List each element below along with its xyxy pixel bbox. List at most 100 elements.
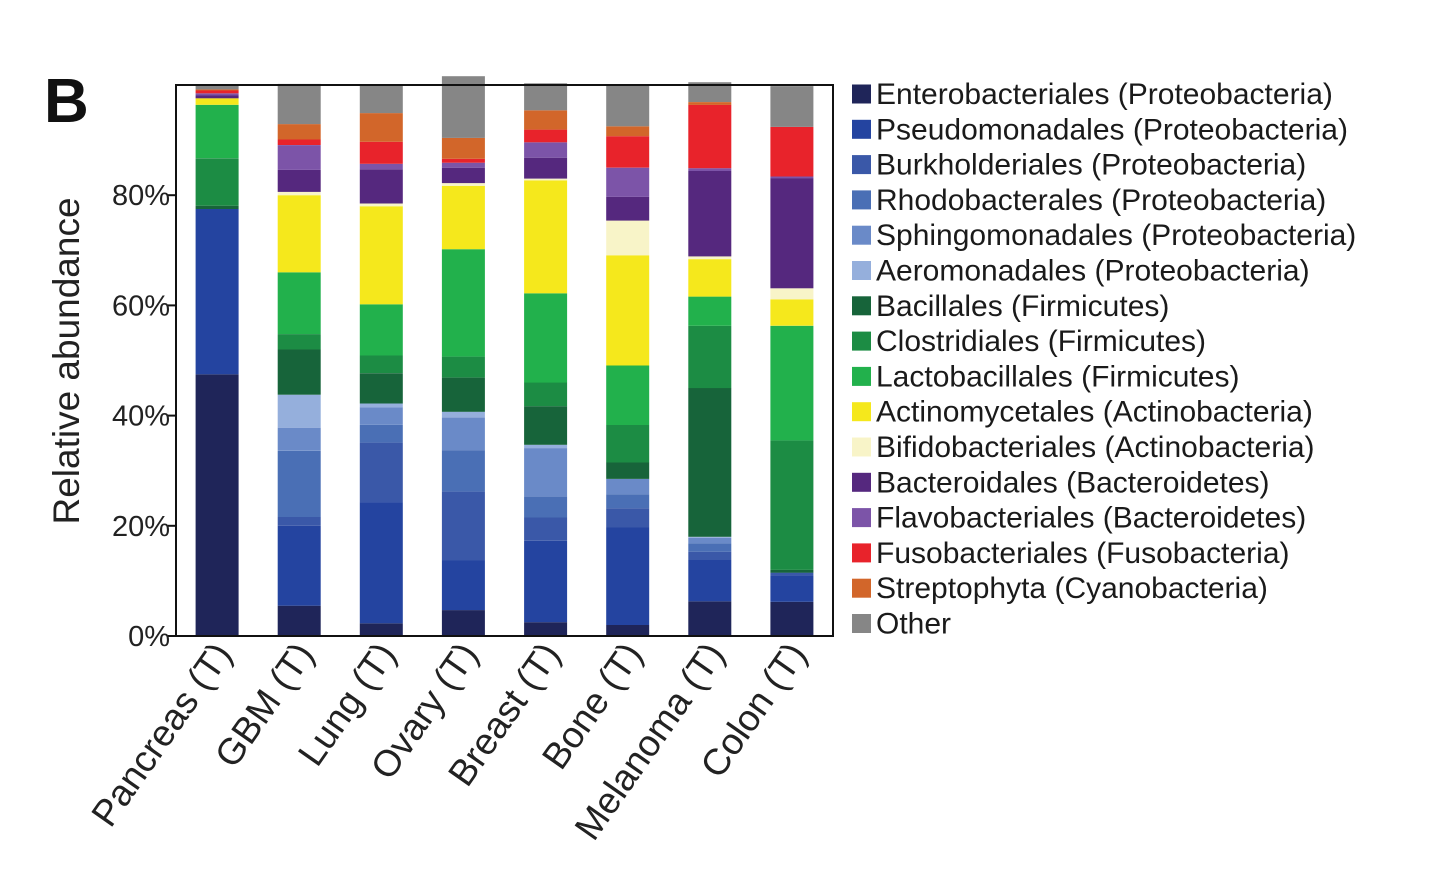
legend-entry: Bacteroidales (Bacteroidetes)	[876, 466, 1270, 499]
bar-segment	[770, 86, 814, 127]
bar-segment	[441, 185, 485, 250]
bar-segment	[441, 560, 485, 611]
bar-segment	[359, 407, 403, 425]
bar-segment	[359, 373, 403, 404]
bar-segment	[359, 169, 403, 204]
bar-segment	[195, 98, 239, 105]
bar-stack	[524, 83, 568, 636]
legend-entry: Actinomycetales (Actinobacteria)	[876, 396, 1313, 429]
bar-segment	[524, 157, 568, 179]
bar-segment	[277, 191, 321, 196]
bar-segment	[770, 569, 814, 573]
legend-swatch	[852, 614, 871, 633]
bar-segment	[688, 256, 732, 260]
legend-entry: Clostridiales (Firmicutes)	[876, 325, 1206, 358]
bar-segment	[770, 325, 814, 441]
bar-segment	[441, 450, 485, 492]
bar-segment	[359, 355, 403, 374]
bar-segment	[688, 104, 732, 169]
x-tick-label: Pancreas (T)	[83, 635, 239, 834]
legend-entry: Bifidobacteriales (Actinobacteria)	[876, 431, 1315, 464]
bar-segment	[688, 601, 732, 636]
bar-segment	[441, 76, 485, 138]
bar-segment	[277, 394, 321, 428]
bar-segment	[441, 610, 485, 636]
bar-segment	[770, 299, 814, 326]
bar-segment	[688, 537, 732, 544]
bar-segment	[688, 102, 732, 105]
legend-entry: Enterobacteriales (Proteobacteria)	[876, 78, 1333, 111]
axes-frame	[175, 84, 834, 637]
bar-segment	[195, 90, 239, 94]
legend-entry: Lactobacillales (Firmicutes)	[876, 360, 1239, 393]
bar-segment	[441, 356, 485, 378]
legend-swatch	[852, 190, 871, 210]
bar-segment	[524, 406, 568, 445]
bar-segment	[359, 623, 403, 636]
bar-segment	[688, 536, 732, 538]
bar-segment	[606, 167, 650, 197]
bar-segment	[688, 325, 732, 389]
legend-swatch	[852, 331, 871, 351]
bar-segment	[359, 113, 403, 142]
bar-segment	[359, 141, 403, 164]
legend-entry: Sphingomonadales (Proteobacteria)	[876, 219, 1356, 252]
bar-segment	[359, 425, 403, 443]
bar-segment	[359, 163, 403, 170]
panel-label: B	[44, 67, 89, 136]
bar-segment	[195, 89, 239, 91]
bar-segment	[441, 249, 485, 357]
bar-segment	[277, 272, 321, 334]
bar-segment	[524, 448, 568, 497]
legend-entry: Aeromonadales (Proteobacteria)	[876, 255, 1310, 288]
bar-segment	[688, 171, 732, 257]
legend-swatch	[852, 543, 871, 563]
bar-segment	[277, 83, 321, 125]
legend-swatch	[852, 225, 871, 245]
bar-stack	[441, 76, 485, 636]
bar-segment	[277, 195, 321, 273]
bar-segment	[195, 93, 239, 96]
legend-swatch	[852, 296, 871, 316]
bar-segment	[277, 349, 321, 395]
y-axis-title: Relative abundance	[46, 197, 87, 524]
legend-entry: Bacillales (Firmicutes)	[876, 290, 1169, 323]
bar-segment	[524, 83, 568, 111]
bar-segment	[688, 388, 732, 537]
bar-stack	[606, 85, 650, 636]
bar-segment	[441, 162, 485, 168]
bar-segment	[277, 139, 321, 145]
bar-segment	[770, 440, 814, 570]
bar-segment	[606, 136, 650, 168]
legend-entry: Other	[876, 608, 951, 641]
bar-segment	[524, 129, 568, 143]
bar-stack	[770, 86, 814, 636]
legend-swatch	[852, 366, 871, 386]
legend-swatch	[852, 437, 871, 457]
bar-segment	[277, 517, 321, 526]
y-tick-label: 60%	[112, 290, 170, 322]
bar-segment	[195, 209, 239, 375]
bar-segment	[195, 104, 239, 159]
bar-segment	[688, 543, 732, 552]
bar-segment	[606, 479, 650, 495]
bar-segment	[441, 411, 485, 418]
bar-segment	[359, 203, 403, 207]
bar-segment	[606, 196, 650, 221]
legend-swatch	[852, 402, 871, 422]
bar-segment	[524, 444, 568, 449]
bar-segment	[770, 575, 814, 602]
bar-segment	[606, 462, 650, 479]
bar-segment	[770, 601, 814, 636]
bar-stack	[359, 85, 403, 636]
bar-segment	[277, 169, 321, 192]
bar-segment	[770, 572, 814, 576]
bar-segment	[524, 540, 568, 623]
bar-segment	[606, 625, 650, 636]
bar-segment	[770, 178, 814, 289]
legend-entry: Pseudomonadales (Proteobacteria)	[876, 113, 1348, 146]
bar-segment	[277, 334, 321, 350]
y-tick-label: 20%	[112, 511, 170, 543]
bar-segment	[195, 374, 239, 636]
plot-area: Pancreas (T)GBM (T)Lung (T)Ovary (T)Brea…	[83, 76, 834, 847]
